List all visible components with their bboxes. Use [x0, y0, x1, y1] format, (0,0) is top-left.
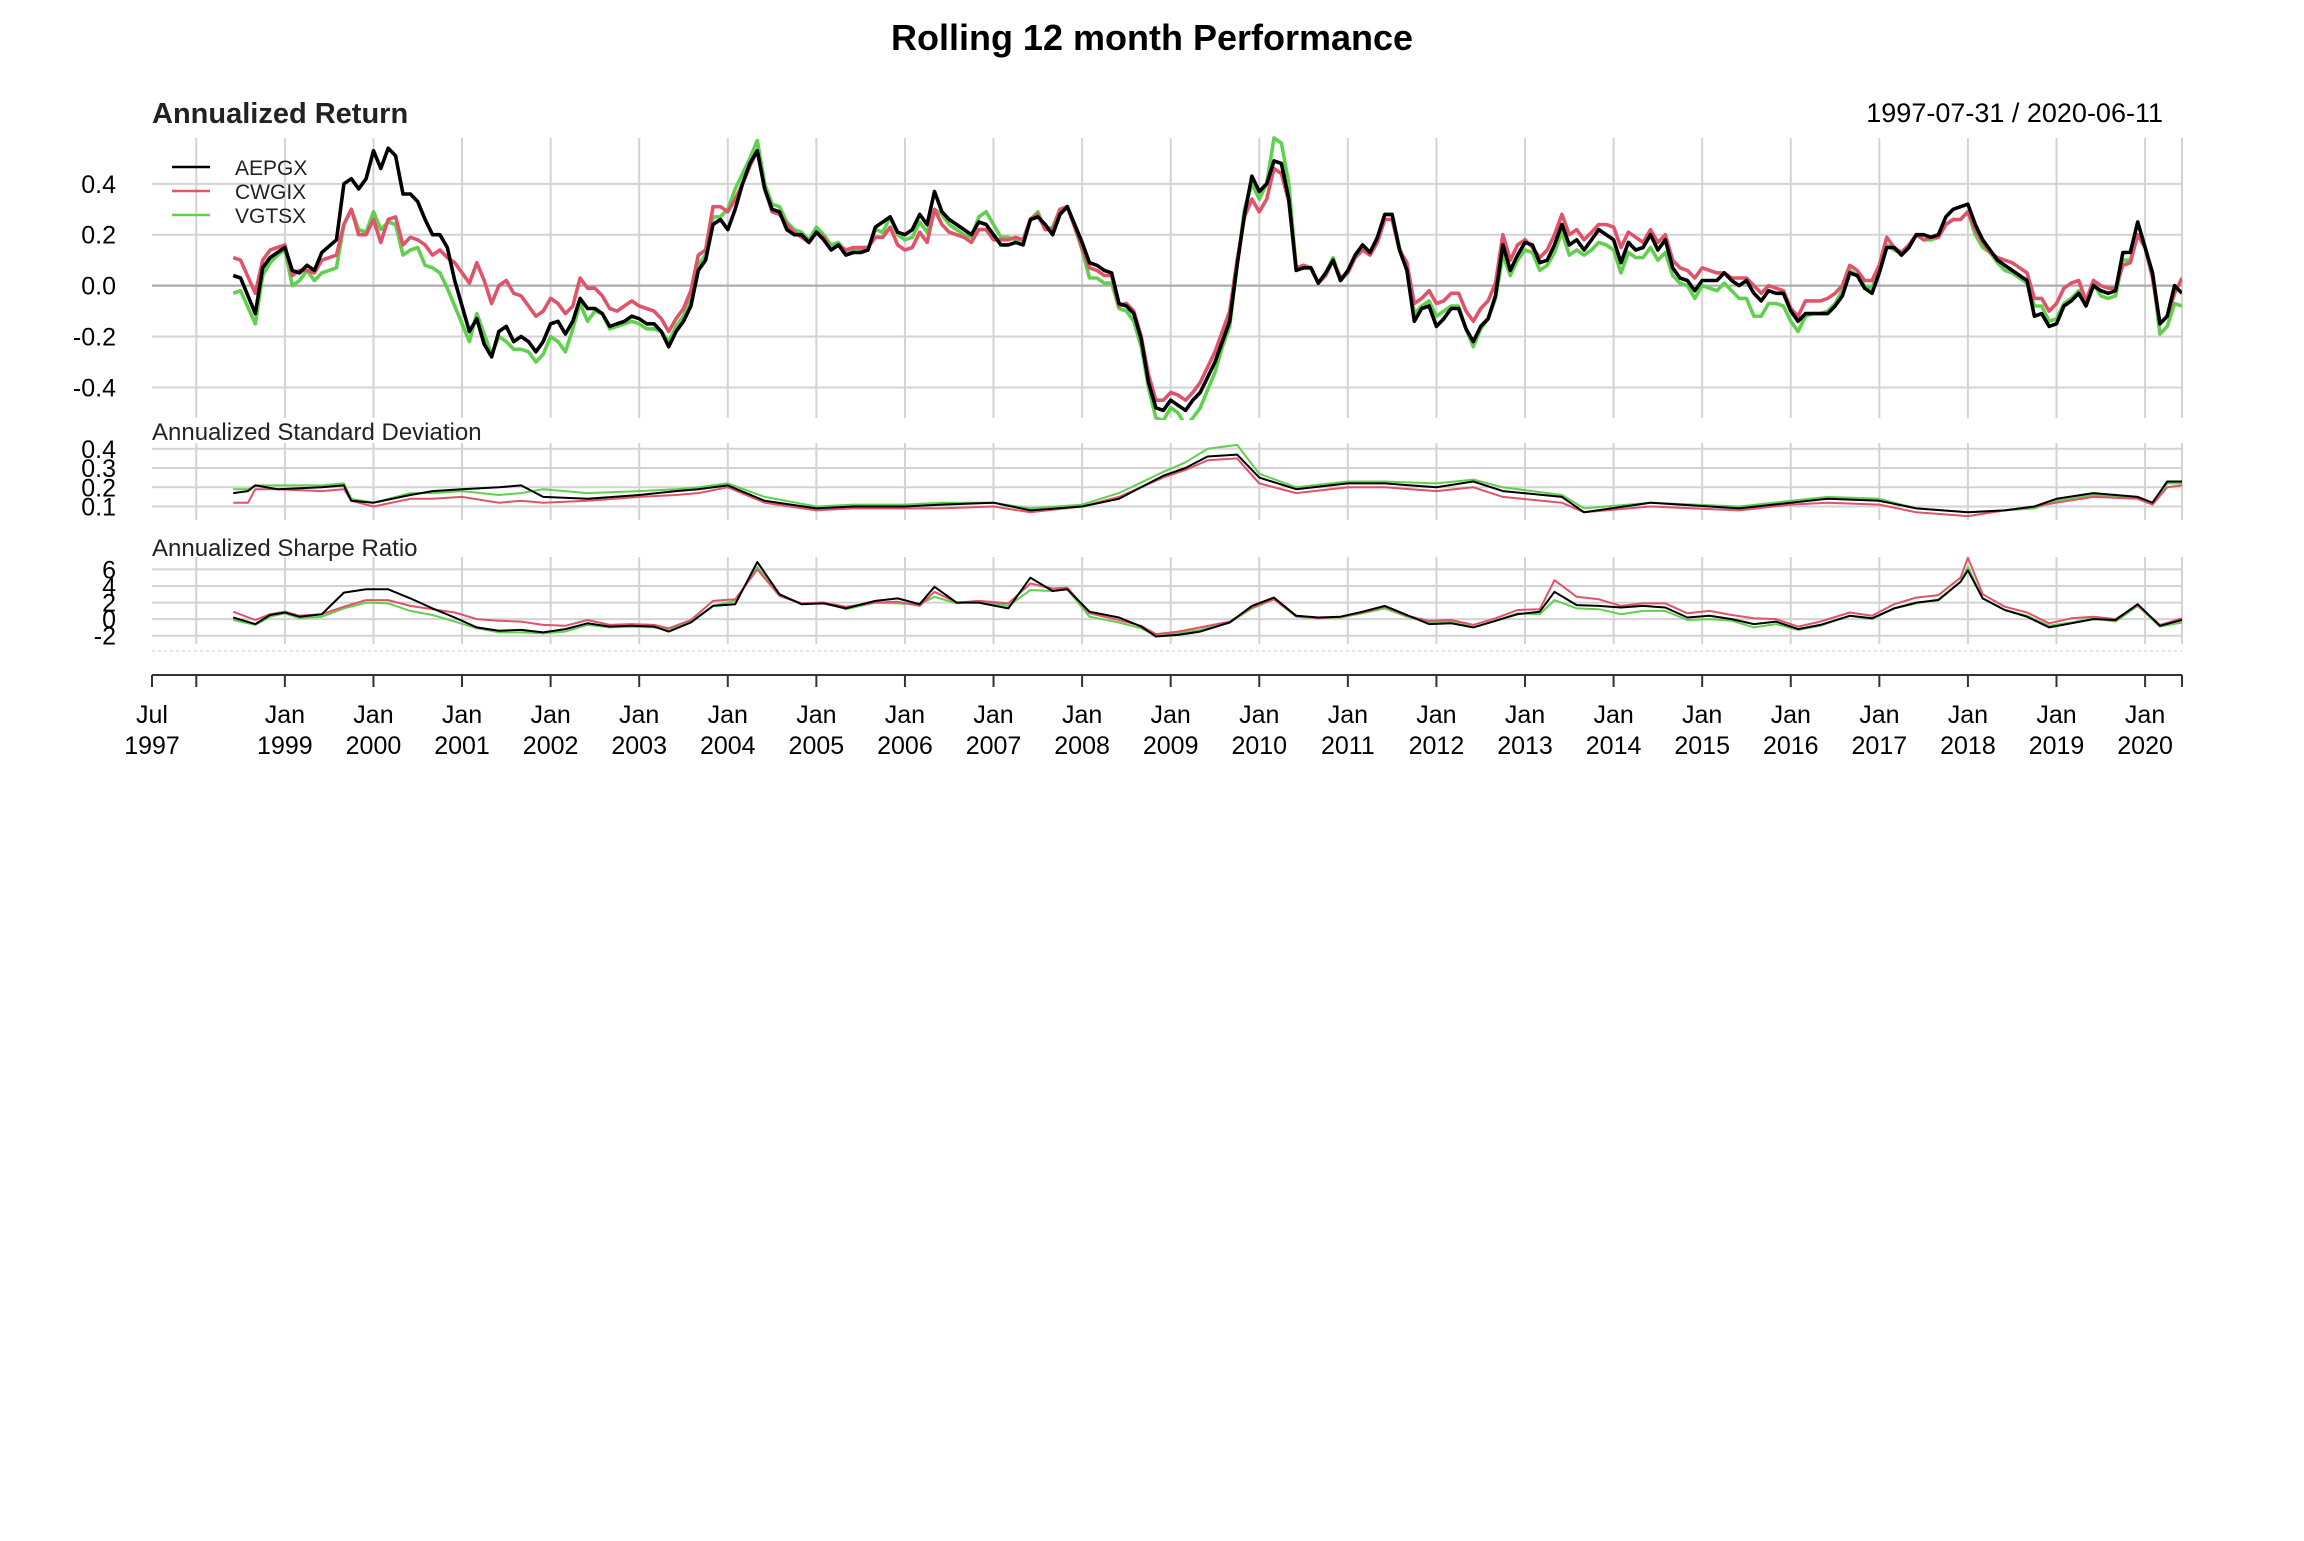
- series-group: [232, 136, 2182, 420]
- series-line-cwgix: [232, 148, 2182, 402]
- x-tick-year: 2020: [2117, 732, 2173, 760]
- x-tick-year: 2008: [1054, 732, 1110, 760]
- x-tick-year: 2015: [1674, 732, 1730, 760]
- x-tick-month: Jan: [1593, 701, 1633, 729]
- x-tick-month: Jan: [708, 701, 748, 729]
- x-tick-month: Jan: [442, 701, 482, 729]
- x-axis: Jul 1997 Jan 1999 Jan 2000 Jan 2001 Jan 2002 Jan 20…: [124, 650, 2183, 760]
- date-range-label: 1997-07-31 / 2020-06-11: [1866, 98, 2163, 128]
- x-tick-year: 2012: [1409, 732, 1465, 760]
- x-tick-month: Jan: [2036, 701, 2076, 729]
- series-group: [233, 443, 2182, 518]
- panel-title: Annualized Return: [152, 98, 408, 130]
- x-tick-month: Jan: [1771, 701, 1811, 729]
- x-tick-month: Jan: [1151, 701, 1191, 729]
- legend-label-aepgx: AEPGX: [235, 157, 307, 180]
- x-tick-month: Jan: [353, 701, 393, 729]
- y-tick-label: 4: [102, 573, 116, 601]
- x-tick-month: Jan: [1682, 701, 1722, 729]
- x-tick-year: 2019: [2029, 732, 2085, 760]
- x-tick-year: 2002: [523, 732, 579, 760]
- x-tick-month: Jan: [885, 701, 925, 729]
- y-tick-label: 0.2: [81, 474, 116, 502]
- panel-stddev: 0.10.20.30.4 Annualized Standard Deviatio…: [81, 419, 2183, 522]
- y-tick-label: 0.3: [81, 455, 116, 483]
- legend-label-vgtsx: VGTSX: [235, 205, 306, 228]
- x-tick-month: Jan: [265, 701, 305, 729]
- x-tick-year: 2004: [700, 732, 756, 760]
- y-tick-label: 0: [102, 606, 116, 634]
- x-tick-month: Jan: [1328, 701, 1368, 729]
- x-tick-year: 2014: [1586, 732, 1642, 760]
- x-tick-month: Jan: [1505, 701, 1545, 729]
- y-tick-label: 0.2: [81, 222, 116, 250]
- x-tick-year: 2017: [1852, 732, 1908, 760]
- panel-title: Annualized Sharpe Ratio: [152, 535, 418, 562]
- x-tick-year: 2009: [1143, 732, 1199, 760]
- x-tick-year: 2016: [1763, 732, 1819, 760]
- x-tick-year: 2000: [346, 732, 402, 760]
- series-line-vgtsx: [232, 136, 2182, 420]
- x-tick-year: 2005: [789, 732, 845, 760]
- x-tick-month: Jan: [2125, 701, 2165, 729]
- x-tick-month: Jan: [796, 701, 836, 729]
- legend-label-cwgix: CWGIX: [235, 181, 306, 204]
- x-tick-month: Jan: [530, 701, 570, 729]
- x-tick-year: 2003: [611, 732, 667, 760]
- chart-title: Rolling 12 month Performance: [891, 17, 1413, 58]
- x-tick-month: Jan: [1062, 701, 1102, 729]
- y-tick-label: 2: [102, 590, 116, 618]
- series-line-aepgx: [232, 561, 2182, 638]
- y-tick-label: 0.1: [81, 494, 116, 522]
- panel-return: -0.4 -0.2 0.0 0.2 0.4 Annualized Return: [73, 98, 2183, 420]
- y-tick-label: -0.2: [73, 324, 116, 352]
- x-tick-month: Jan: [1948, 701, 1988, 729]
- x-tick-month: Jul: [136, 701, 168, 729]
- series-line-aepgx: [233, 453, 2182, 514]
- x-tick-month: Jan: [973, 701, 1013, 729]
- y-tick-label: 6: [102, 556, 116, 584]
- series-line-aepgx: [232, 146, 2182, 413]
- y-tick-label: 0.0: [81, 273, 116, 301]
- panel-title: Annualized Standard Deviation: [152, 419, 482, 446]
- x-tick-year: 1999: [257, 732, 313, 760]
- x-tick-year: 2013: [1497, 732, 1553, 760]
- x-tick-month: Jan: [1416, 701, 1456, 729]
- x-tick-year: 2006: [877, 732, 933, 760]
- x-tick-month: Jan: [1859, 701, 1899, 729]
- series-line-cwgix: [232, 556, 2182, 636]
- y-tick-label: -0.4: [73, 374, 116, 402]
- x-tick-month: Jan: [1239, 701, 1279, 729]
- series-group: [232, 556, 2182, 638]
- x-tick-year: 1997: [124, 732, 180, 760]
- y-tick-label: -2: [94, 623, 116, 651]
- y-tick-label: 0.4: [81, 171, 116, 199]
- x-tick-year: 2007: [966, 732, 1022, 760]
- x-tick-year: 2010: [1231, 732, 1287, 760]
- x-tick-year: 2018: [1940, 732, 1996, 760]
- x-tick-year: 2001: [434, 732, 490, 760]
- y-tick-label: 0.4: [81, 436, 116, 464]
- x-tick-year: 2011: [1321, 732, 1375, 760]
- x-tick-month: Jan: [619, 701, 659, 729]
